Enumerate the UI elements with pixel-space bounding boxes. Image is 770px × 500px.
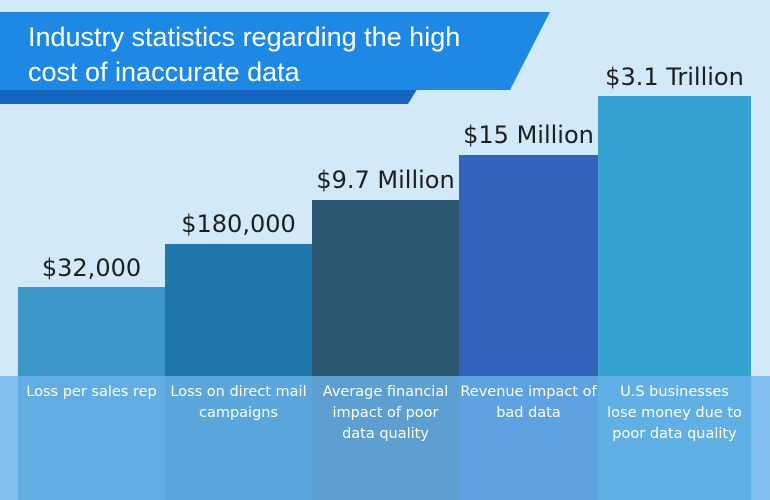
category-label-1: Loss per sales rep bbox=[26, 384, 157, 400]
chart-title: Industry statistics regarding the high c… bbox=[28, 22, 461, 87]
category-label-4: Revenue impact of bad data bbox=[460, 384, 597, 421]
category-label-3: Average financial impact of poor data qu… bbox=[322, 384, 449, 442]
title-banner bbox=[0, 12, 550, 90]
value-label-3: $9.7 Million bbox=[316, 166, 455, 194]
value-label-5: $3.1 Trillion bbox=[605, 63, 744, 91]
category-label-2: Loss on direct mail campaigns bbox=[170, 384, 307, 421]
value-label-1: $32,000 bbox=[41, 254, 142, 282]
category-label-5: U.S businesses lose money due to poor da… bbox=[607, 384, 742, 442]
value-label-4: $15 Million bbox=[463, 121, 594, 149]
value-label-2: $180,000 bbox=[181, 210, 296, 238]
base-band bbox=[0, 376, 770, 500]
